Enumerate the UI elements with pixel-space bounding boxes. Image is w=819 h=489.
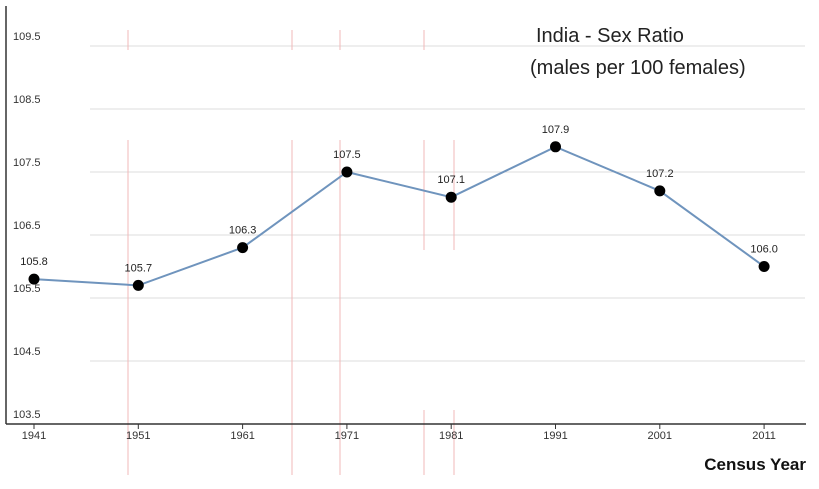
- y-tick-107.5: 107.5: [13, 157, 41, 169]
- data-point-1961: [237, 242, 249, 254]
- data-point-2001: [654, 185, 666, 197]
- x-tick-1971: 1971: [335, 430, 359, 442]
- x-axis-title: Census Year: [704, 455, 806, 474]
- x-tick-2001: 2001: [648, 430, 672, 442]
- series-line: [33, 145, 765, 287]
- x-tick-1951: 1951: [126, 430, 150, 442]
- x-tick-2011: 2011: [752, 430, 776, 442]
- data-label-1991: 107.9: [542, 124, 570, 136]
- data-label-1981: 107.1: [437, 174, 465, 186]
- x-tick-1961: 1961: [230, 430, 254, 442]
- data-label-1971: 107.5: [333, 149, 361, 161]
- x-tick-1941: 1941: [22, 430, 46, 442]
- background-vertical-artifacts: [127, 30, 455, 475]
- data-point-2011: [758, 261, 770, 272]
- y-tick-106.5: 106.5: [13, 220, 41, 232]
- data-label-1951: 105.7: [125, 262, 153, 274]
- axes: [5, 6, 806, 425]
- data-label-1941: 105.8: [20, 256, 48, 268]
- data-label-1961: 106.3: [229, 225, 257, 237]
- data-point-1951: [132, 279, 144, 291]
- y-tick-labels: 103.5 104.5 105.5 106.5 107.5 108.5 109.5: [13, 31, 41, 421]
- chart-title: India - Sex Ratio: [536, 25, 684, 47]
- data-label-2011: 106.0: [750, 244, 778, 256]
- y-tick-109.5: 109.5: [13, 31, 41, 43]
- data-labels: 105.8 105.7 106.3 107.5 107.1 107.9 107.2 106.0: [20, 124, 778, 275]
- y-tick-104.5: 104.5: [13, 346, 41, 358]
- data-label-2001: 107.2: [646, 168, 674, 180]
- chart-subtitle: (males per 100 females): [530, 57, 746, 79]
- data-point-1971: [341, 166, 353, 178]
- gridlines: [90, 45, 805, 362]
- x-tick-1981: 1981: [439, 430, 463, 442]
- y-tick-103.5: 103.5: [13, 409, 41, 421]
- y-tick-105.5: 105.5: [13, 283, 41, 295]
- x-tick-1991: 1991: [543, 430, 567, 442]
- x-tick-labels: 1941 1951 1961 1971 1981 1991 2001 2011: [22, 424, 776, 442]
- data-point-1941: [28, 273, 40, 285]
- title-block: India - Sex Ratio (males per 100 females…: [530, 25, 746, 79]
- data-point-1981: [445, 191, 457, 203]
- data-point-1991: [550, 141, 561, 153]
- y-tick-108.5: 108.5: [13, 94, 41, 106]
- series-layer: [28, 141, 770, 291]
